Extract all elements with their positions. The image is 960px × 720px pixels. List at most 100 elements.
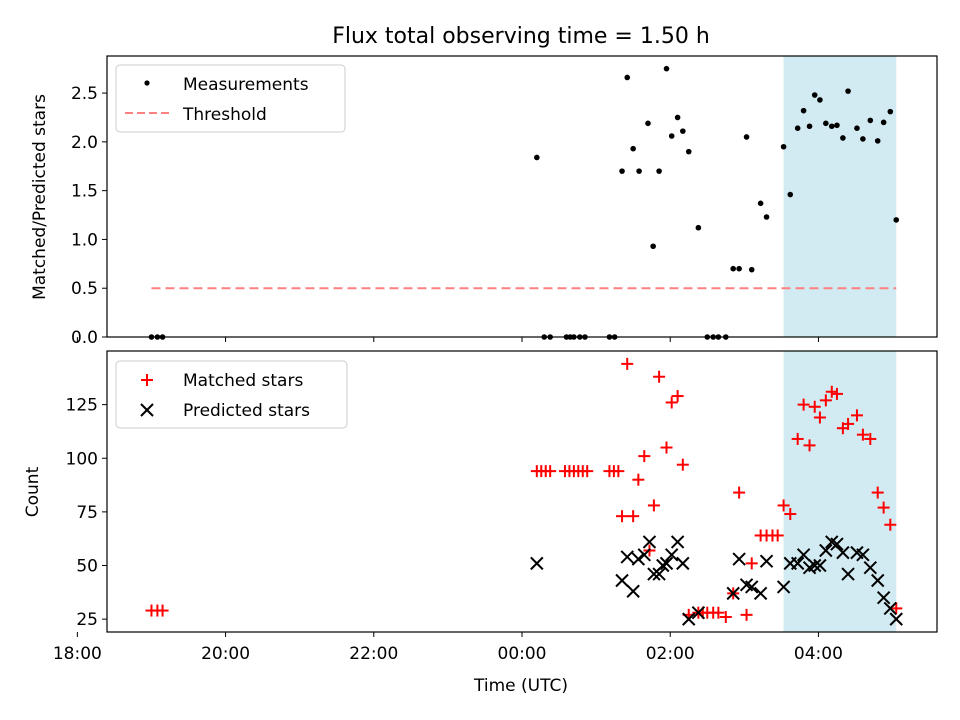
predicted-star-point (830, 537, 844, 551)
top-y-tick-label: 2.0 (71, 133, 98, 153)
measurement-point (834, 122, 840, 129)
matched-star-point (612, 465, 625, 478)
predicted-star-point (615, 573, 629, 588)
measurement-point (828, 123, 835, 130)
measurement-point (867, 117, 874, 124)
matched-star-point (771, 529, 784, 542)
counts-y-axis-label: Count (23, 466, 43, 517)
measurement-point (806, 123, 813, 130)
ratio-legend-box (115, 64, 346, 133)
predicted-star-point (626, 584, 640, 598)
measurement-point (743, 134, 750, 140)
matched-star-point (581, 465, 594, 478)
predicted-star-point (813, 558, 827, 573)
chart-title: Flux total observing time = 1.50 h (332, 24, 710, 49)
matched-star-point (877, 501, 890, 514)
measurement-point (730, 265, 737, 272)
counts-legend: Matched stars Predicted stars (115, 360, 348, 429)
predicted-star-point (631, 552, 646, 566)
matched-star-point (808, 400, 821, 413)
predicted-star-point (776, 580, 791, 594)
measurement-point (619, 168, 625, 174)
matched-star-point (647, 499, 660, 512)
bot-y-tick-label: 50 (76, 557, 98, 577)
measurement-point (636, 168, 642, 174)
measurement-point (800, 107, 807, 114)
measurement-point (845, 88, 851, 94)
measurement-point (668, 133, 675, 139)
measurement-point (748, 266, 755, 273)
matched-star-point (850, 409, 863, 422)
counts-legend-box (115, 360, 348, 429)
predicted-star-point (642, 535, 657, 549)
measurement-point (680, 128, 686, 134)
bot-y-tick-label: 125 (66, 396, 98, 416)
top-y-tick-label: 0.0 (71, 328, 98, 348)
predicted-star-point (871, 573, 885, 588)
predicted-star-point (652, 567, 666, 581)
measurement-point (887, 108, 894, 115)
top-y-tick-label: 1.5 (71, 182, 98, 202)
measurement-point (780, 143, 787, 150)
matched-star-point (830, 387, 843, 400)
matched-star-point (884, 518, 897, 531)
predicted-star-point (856, 548, 870, 562)
legend-threshold: Threshold (182, 105, 267, 125)
measurement-point (893, 217, 900, 223)
matched-star-point (791, 432, 804, 445)
predicted-star-point (664, 548, 679, 562)
matched-star-point (638, 450, 651, 463)
matched-star-point (712, 606, 725, 619)
measurements-legend-marker (144, 80, 150, 86)
measurement-point (880, 119, 887, 126)
matched-star-point (819, 394, 832, 407)
predicted-star-point (796, 548, 811, 562)
predicted-star-point (620, 550, 634, 564)
matched-star-point (621, 357, 634, 370)
matched-star-point (733, 486, 746, 499)
matched-star-point (803, 439, 816, 452)
matched-star-point (616, 510, 629, 523)
matched-star-point (156, 604, 169, 617)
predicted-star-point (530, 556, 544, 571)
matched-star-point (784, 508, 797, 521)
ratio-y-axis-label: Matched/Predicted stars (30, 94, 50, 300)
bot-y-tick-label: 75 (76, 503, 98, 523)
matched-star-point (627, 510, 640, 523)
measurement-point (860, 136, 866, 142)
predicted-star-point (889, 612, 903, 626)
matched-star-point (777, 499, 790, 512)
measurement-point (757, 200, 764, 207)
predicted-star-point (656, 558, 670, 573)
top-y-tick-label: 0.5 (71, 279, 98, 299)
legend-predicted: Predicted stars (183, 401, 310, 421)
measurement-point (840, 135, 846, 141)
predicted-star-point (753, 586, 768, 601)
predicted-legend-marker (140, 403, 154, 417)
predicted-star-point (637, 548, 651, 562)
top-observing-window (783, 56, 897, 337)
predicted-star-point (732, 552, 746, 566)
predicted-star-point (836, 545, 850, 560)
measurement-point (630, 145, 636, 152)
measurement-point (817, 97, 823, 103)
measurement-point (663, 65, 670, 72)
matched-legend-marker (141, 374, 153, 386)
measurement-point (656, 168, 662, 174)
bot-y-tick-label: 25 (76, 610, 98, 630)
matched-star-point (856, 428, 869, 441)
matched-star-point (864, 432, 877, 445)
predicted-star-point (676, 556, 690, 571)
matched-star-point (871, 486, 884, 499)
matched-star-point (665, 396, 678, 409)
legend-measurements: Measurements (183, 75, 309, 95)
matched-star-point (660, 441, 673, 454)
top-y-tick-label: 1.0 (71, 230, 98, 250)
x-tick-label: 02:00 (646, 644, 695, 664)
measurement-point (645, 120, 651, 127)
x-tick-label: 00:00 (498, 644, 547, 664)
measurement-point (794, 125, 801, 132)
measurement-point (811, 92, 818, 98)
predicted-star-point (876, 590, 891, 605)
